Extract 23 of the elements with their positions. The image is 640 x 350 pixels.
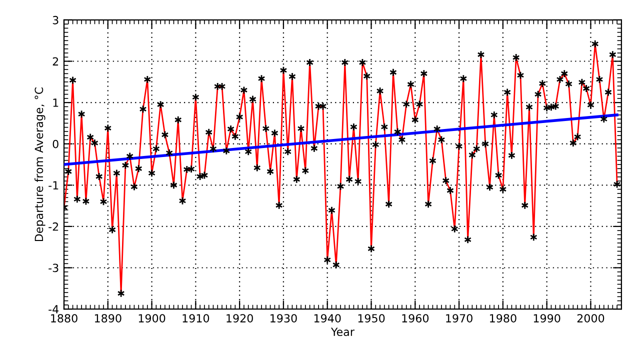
x-tick-label: 1940 <box>314 314 341 323</box>
x-tick-label: 1900 <box>138 314 166 323</box>
x-tick-label: 1890 <box>94 314 122 323</box>
y-tick-label: -1 <box>48 181 58 190</box>
y-tick-label: 2 <box>52 57 58 66</box>
x-tick-label: 1970 <box>446 314 472 323</box>
x-tick-label: 1980 <box>490 314 516 323</box>
y-tick-label: -3 <box>48 264 58 272</box>
x-tick-label: 1880 <box>51 314 78 323</box>
y-axis-title: Departure from Average, °C <box>34 87 46 242</box>
x-tick-label: 1990 <box>534 314 560 323</box>
x-tick-label: 1920 <box>226 314 253 323</box>
x-tick-label: 1950 <box>358 314 385 323</box>
y-tick-label: -2 <box>48 222 58 231</box>
y-tick-label: 0 <box>52 140 58 148</box>
y-tick-label: -4 <box>48 305 59 314</box>
x-tick-label: 1960 <box>402 314 429 323</box>
x-tick-label: 2000 <box>577 314 604 323</box>
x-axis-title: Year <box>330 328 354 336</box>
x-tick-label: 1910 <box>182 314 210 323</box>
x-tick-label: 1930 <box>270 314 297 323</box>
y-tick-label: 1 <box>53 98 58 107</box>
y-tick-label: 3 <box>52 16 58 24</box>
